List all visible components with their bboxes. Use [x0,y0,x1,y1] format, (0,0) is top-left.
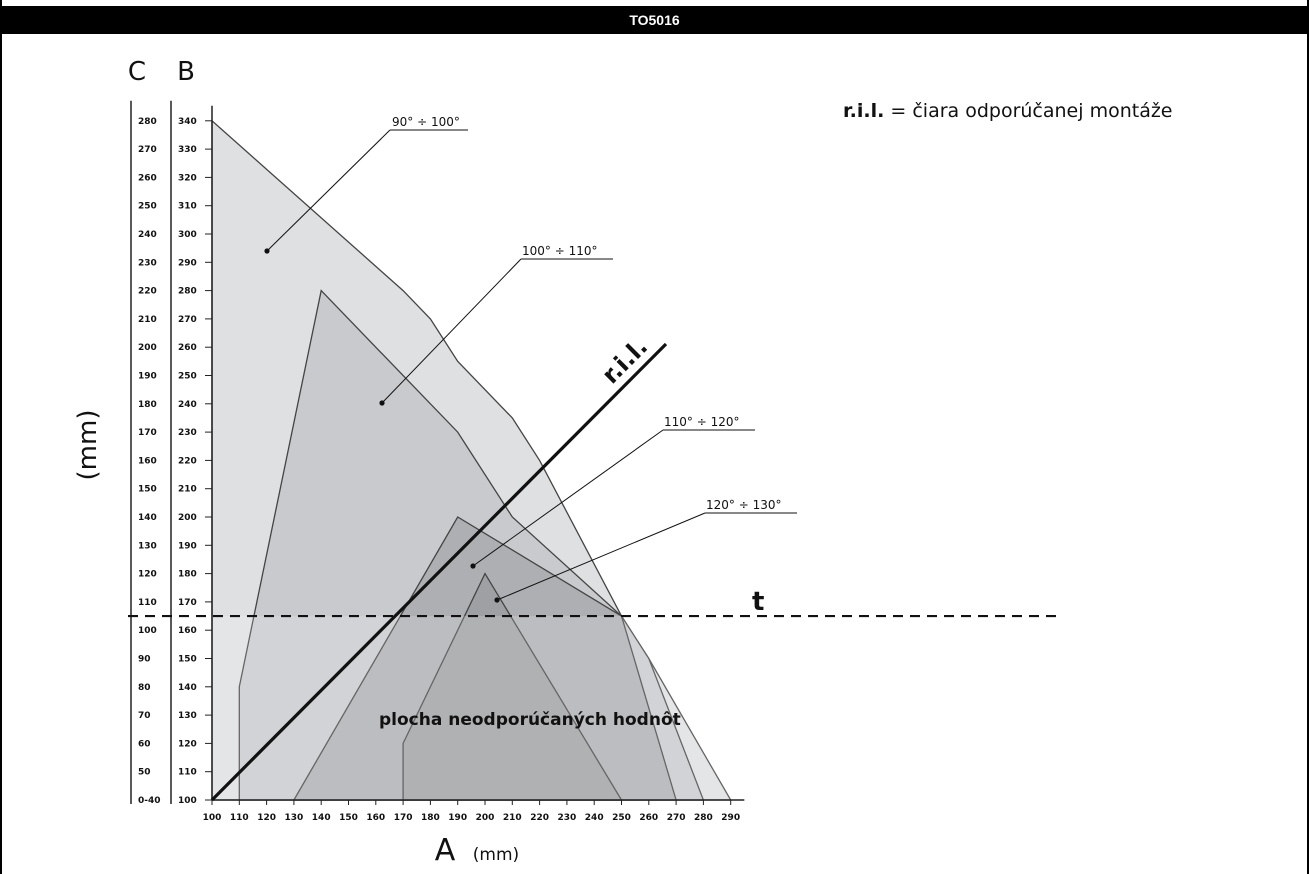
y-tick-c: 130 [138,541,157,551]
threshold-label: t [752,587,764,617]
y-tick-b: 170 [178,598,197,608]
y-tick-b: 160 [178,626,197,636]
y-tick-b: 340 [178,117,197,127]
x-tick-label: 250 [612,813,631,823]
y-tick-b: 190 [178,541,197,551]
y-tick-c: 250 [138,202,157,212]
callout-leader-3 [472,429,664,567]
unrecommended-band [132,616,1100,800]
x-axis-letter: A [435,833,456,868]
y-tick-b: 320 [178,173,197,183]
x-tick-label: 130 [285,813,304,823]
x-tick-label: 230 [558,813,577,823]
y-tick-b: 230 [178,428,197,438]
callout-leader-2 [381,258,522,404]
ril-legend-text: = čiara odporúčanej montáže [884,100,1173,122]
y-tick-c: 60 [138,739,151,749]
x-tick-label: 100 [203,813,222,823]
y-tick-b: 310 [178,202,197,212]
x-tick-label: 120 [257,813,276,823]
y-tick-c: 70 [138,711,151,721]
y-tick-b: 180 [178,570,197,580]
y-tick-b: 250 [178,372,197,382]
y-tick-c: 160 [138,456,157,466]
y-tick-b: 300 [178,230,197,240]
x-tick-label: 170 [394,813,413,823]
y-tick-b: 270 [178,315,197,325]
y-tick-b: 290 [178,258,197,268]
ril-legend-abbr: r.i.l. [843,100,885,122]
ril-label: r.i.l. [596,333,653,390]
y-tick-c: 100 [138,626,157,636]
y-tick-b: 140 [178,683,197,693]
page-title: TO5016 [0,6,1309,34]
y-tick-c: 80 [138,683,151,693]
callout-label-1: 90° ÷ 100° [392,115,460,129]
x-tick-label: 190 [448,813,467,823]
y-tick-b: 280 [178,287,197,297]
x-tick-label: 290 [721,813,740,823]
y-tick-c: 200 [138,343,157,353]
callout-label-2: 100° ÷ 110° [522,244,598,258]
y-tick-c: 190 [138,372,157,382]
y-tick-b: 330 [178,145,197,155]
y-tick-c: 230 [138,258,157,268]
y-axis-c-letter: C [128,57,146,87]
y-tick-c: 270 [138,145,157,155]
region-label: plocha neodporúčaných hodnôt [379,710,681,730]
x-tick-label: 110 [230,813,249,823]
x-tick-label: 210 [503,813,522,823]
callout-label-3: 110° ÷ 120° [664,415,740,429]
y-tick-b: 240 [178,400,197,410]
ril-legend: r.i.l. = čiara odporúčanej montáže [843,100,1173,122]
y-tick-c: 50 [138,768,151,778]
y-tick-c: 170 [138,428,157,438]
x-tick-label: 200 [476,813,495,823]
y-tick-b: 120 [178,739,197,749]
x-tick-label: 150 [339,813,358,823]
y-tick-c: 240 [138,230,157,240]
y-tick-c: 120 [138,570,157,580]
x-tick-label: 220 [530,813,549,823]
y-tick-c: 260 [138,173,157,183]
y-tick-c: 280 [138,117,157,127]
y-tick-b: 100 [178,796,197,806]
y-axis-unit: (mm) [73,410,103,481]
x-tick-label: 180 [421,813,440,823]
callout-leader-4 [496,512,706,601]
x-tick-label: 140 [312,813,331,823]
y-tick-c: 90 [138,655,151,665]
y-tick-c: 220 [138,287,157,297]
ril-line [210,342,668,802]
y-tick-b: 130 [178,711,197,721]
y-tick-b: 110 [178,768,197,778]
y-tick-c: 150 [138,485,157,495]
y-tick-c: 140 [138,513,157,523]
x-axis-unit: (mm) [473,845,519,865]
y-tick-b: 150 [178,655,197,665]
callout-label-4: 120° ÷ 130° [706,498,782,512]
x-tick-label: 240 [585,813,604,823]
x-tick-label: 160 [366,813,385,823]
y-tick-c: 180 [138,400,157,410]
y-tick-b: 260 [178,343,197,353]
y-tick-c: 210 [138,315,157,325]
x-tick-label: 260 [639,813,658,823]
y-tick-b: 200 [178,513,197,523]
y-tick-b: 220 [178,456,197,466]
x-tick-label: 280 [694,813,713,823]
x-tick-label: 270 [667,813,686,823]
y-tick-b: 210 [178,485,197,495]
y-tick-c: 0-40 [138,796,161,806]
callout-leader-1 [266,129,391,252]
y-tick-c: 110 [138,598,157,608]
y-axis-b-letter: B [177,57,195,87]
